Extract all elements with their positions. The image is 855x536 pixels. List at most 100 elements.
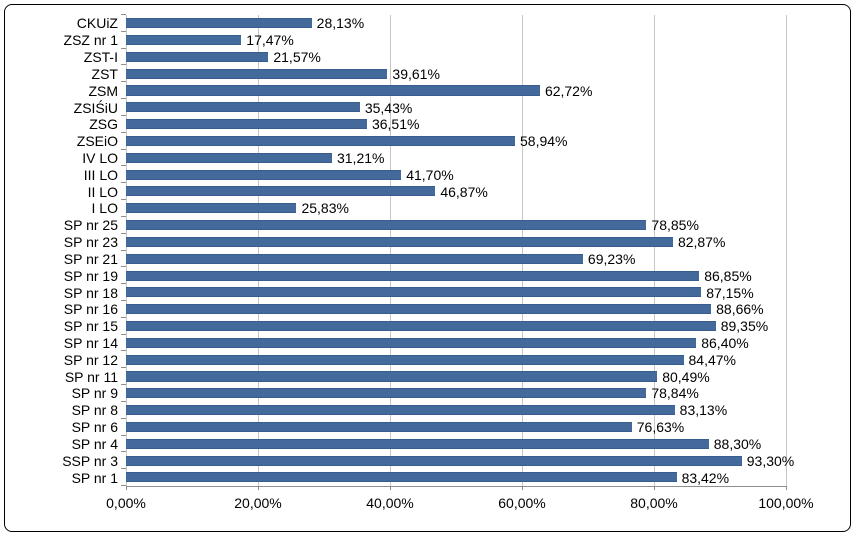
value-label: 62,72% bbox=[544, 82, 593, 99]
y-axis-tick bbox=[121, 316, 126, 318]
category-label: ZSG bbox=[89, 116, 118, 133]
bar bbox=[126, 135, 515, 147]
bar-row: SP nr 12 84,47% bbox=[64, 350, 786, 368]
bar bbox=[126, 102, 360, 113]
y-axis-tick bbox=[121, 451, 126, 453]
value-label: 21,57% bbox=[273, 49, 321, 66]
value-label: 83,42% bbox=[681, 469, 730, 486]
plot-area: 0,00% 20,00% 40,00% 60,00% 80,00% 100,00% CKU… bbox=[62, 14, 814, 511]
chart-frame: 0,00% 20,00% 40,00% 60,00% 80,00% 100,00% CKU… bbox=[4, 4, 851, 532]
value-label: 82,87% bbox=[677, 234, 726, 251]
bar bbox=[126, 51, 269, 62]
value-label: 88,66% bbox=[716, 301, 764, 318]
y-axis-tick bbox=[121, 47, 126, 49]
value-label: 86,85% bbox=[704, 267, 752, 284]
bar-row: SP nr 9 78,84% bbox=[72, 384, 786, 402]
bar bbox=[126, 438, 709, 449]
bar-row: SP nr 6 76,63% bbox=[72, 417, 786, 436]
y-axis-tick bbox=[121, 148, 126, 150]
bar bbox=[126, 253, 583, 264]
category-label: II LO bbox=[87, 183, 118, 200]
bar-row: SP nr 23 82,87% bbox=[64, 232, 786, 251]
y-axis-tick bbox=[121, 333, 126, 335]
category-label: ZST bbox=[91, 65, 118, 82]
y-axis-tick bbox=[121, 199, 126, 201]
y-axis-tick bbox=[121, 299, 126, 301]
category-label: I LO bbox=[91, 200, 118, 217]
value-label: 87,15% bbox=[706, 284, 754, 301]
bar bbox=[126, 455, 742, 466]
value-label: 31,21% bbox=[336, 149, 385, 166]
bar-row: SP nr 18 87,15% bbox=[64, 283, 786, 301]
y-axis-tick bbox=[121, 249, 126, 251]
bar bbox=[126, 18, 312, 29]
y-axis-tick bbox=[121, 350, 126, 352]
y-axis-tick bbox=[121, 215, 126, 217]
bar-row: SP nr 25 78,85% bbox=[64, 215, 786, 234]
bar-row: SP nr 14 86,40% bbox=[64, 333, 786, 352]
x-axis-tick bbox=[522, 486, 523, 490]
bar bbox=[126, 119, 367, 130]
y-axis-tick bbox=[121, 468, 126, 470]
category-label: SP nr 8 bbox=[71, 402, 118, 419]
x-axis-tick bbox=[390, 486, 391, 490]
x-axis-tick-label: 40,00% bbox=[366, 495, 414, 511]
y-axis-tick bbox=[121, 131, 126, 133]
category-label: ZSZ nr 1 bbox=[63, 32, 118, 49]
value-label: 36,51% bbox=[371, 116, 420, 133]
bar-row: SSP nr 3 93,30% bbox=[62, 451, 794, 469]
bar bbox=[126, 220, 647, 231]
bar bbox=[126, 203, 297, 214]
bar bbox=[126, 85, 540, 96]
value-label: 84,47% bbox=[688, 351, 736, 368]
category-label: SP nr 15 bbox=[63, 318, 118, 335]
bar bbox=[126, 354, 684, 365]
x-axis-tick-label: 0,00% bbox=[106, 495, 146, 511]
value-label: 78,84% bbox=[651, 385, 699, 402]
value-label: 28,13% bbox=[316, 15, 365, 32]
value-label: 86,40% bbox=[701, 335, 749, 351]
bar-row: SP nr 8 83,13% bbox=[72, 400, 786, 419]
y-axis-tick bbox=[121, 400, 126, 402]
y-axis-tick bbox=[121, 64, 126, 66]
bar-row: SP nr 21 69,23% bbox=[64, 249, 786, 268]
bar bbox=[126, 472, 677, 483]
bar bbox=[126, 68, 388, 79]
category-label: SP nr 14 bbox=[63, 335, 118, 351]
gridline-80 bbox=[654, 15, 655, 486]
bar-row: ZSM 62,72% bbox=[88, 81, 786, 99]
gridline-40 bbox=[390, 15, 391, 486]
bar-row: SP nr 1 83,42% bbox=[72, 468, 786, 486]
bar bbox=[126, 337, 697, 348]
bar bbox=[126, 287, 702, 298]
bar-row: I LO 25,83% bbox=[92, 199, 786, 217]
x-axis-tick-label: 60,00% bbox=[498, 495, 546, 511]
value-label: 89,35% bbox=[720, 318, 769, 335]
gridline-60 bbox=[522, 15, 523, 486]
y-axis-tick bbox=[121, 165, 126, 167]
bar bbox=[126, 304, 712, 315]
category-label: ZST-I bbox=[83, 49, 118, 66]
bar bbox=[126, 270, 700, 281]
value-label: 93,30% bbox=[746, 452, 795, 469]
value-label: 25,83% bbox=[301, 200, 349, 217]
category-label: ZSIŚiU bbox=[73, 99, 118, 116]
x-axis-tick bbox=[258, 486, 259, 490]
category-label: SP nr 18 bbox=[63, 284, 118, 301]
value-label: 78,85% bbox=[651, 217, 699, 234]
value-label: 69,23% bbox=[587, 250, 636, 267]
bar-row: ZSG 36,51% bbox=[89, 114, 786, 133]
category-label: SP nr 4 bbox=[71, 435, 118, 452]
y-axis-tick bbox=[121, 98, 126, 100]
value-label: 76,63% bbox=[636, 419, 685, 436]
y-axis-tick bbox=[121, 182, 126, 184]
x-axis-tick bbox=[786, 486, 787, 490]
x-axis-tick-label: 80,00% bbox=[630, 495, 678, 511]
value-label: 35,43% bbox=[364, 99, 413, 116]
y-axis-tick bbox=[121, 81, 126, 83]
bar-row: ZST 39,61% bbox=[92, 64, 786, 82]
gridline-0 bbox=[126, 15, 127, 486]
value-label: 46,87% bbox=[440, 183, 488, 200]
value-label: 58,94% bbox=[520, 133, 568, 150]
